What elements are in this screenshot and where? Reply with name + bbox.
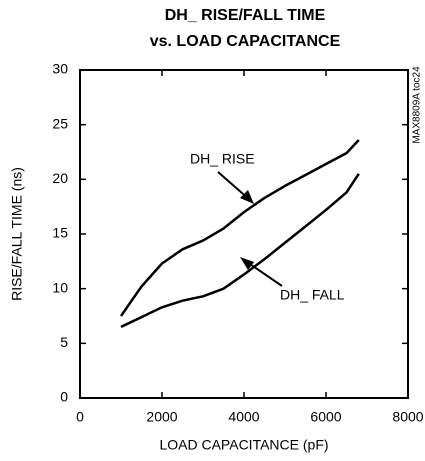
x-tick-label: 8000: [392, 409, 423, 425]
y-tick-label: 0: [60, 389, 68, 405]
series-line: [119, 139, 360, 317]
arrow-head: [240, 257, 254, 270]
series-label: DH_ RISE: [190, 151, 255, 167]
series-label: DH_ FALL: [280, 287, 345, 303]
x-tick-label: 4000: [228, 409, 259, 425]
plot-frame: [79, 69, 409, 399]
x-tick-label: 6000: [310, 409, 341, 425]
x-tick-label: 2000: [146, 409, 177, 425]
y-tick-label: 20: [52, 170, 68, 186]
arrow-head: [240, 190, 254, 204]
y-tick-label: 10: [52, 279, 68, 295]
y-axis-label: RISE/FALL TIME (ns): [9, 167, 25, 301]
series-line: [120, 173, 360, 329]
chart-title: DH_ RISE/FALL TIME: [165, 7, 326, 24]
y-tick-label: 30: [52, 61, 68, 77]
chart-subtitle: vs. LOAD CAPACITANCE: [150, 33, 341, 50]
figure-id: MAX8809A toc24: [412, 66, 423, 144]
x-axis-label: LOAD CAPACITANCE (pF): [159, 437, 328, 453]
x-tick-label: 0: [76, 409, 84, 425]
y-tick-label: 25: [52, 115, 68, 131]
y-tick-label: 5: [60, 334, 68, 350]
y-tick-label: 15: [52, 225, 68, 241]
